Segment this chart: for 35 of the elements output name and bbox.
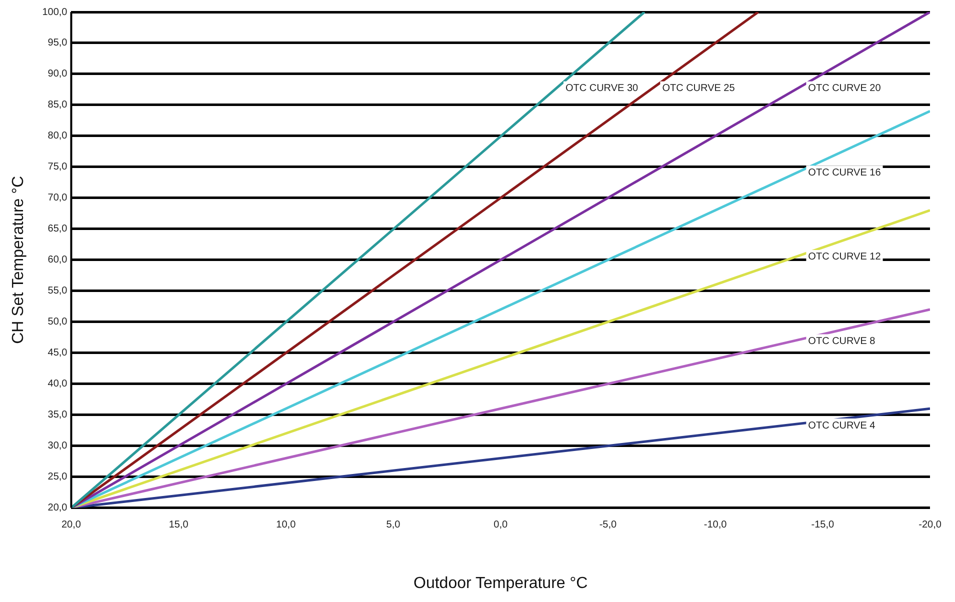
- y-tick-label: 70,0: [48, 192, 68, 204]
- series-label: OTC CURVE 25: [662, 83, 736, 94]
- series-label: OTC CURVE 16: [808, 167, 882, 178]
- x-tick-label: -15,0: [811, 520, 834, 531]
- y-tick-label: 50,0: [48, 316, 68, 328]
- y-tick-label: 60,0: [48, 254, 68, 266]
- y-tick-label: 55,0: [48, 286, 68, 297]
- y-tick-label: 20,0: [48, 502, 68, 514]
- y-tick-label: 35,0: [48, 410, 68, 421]
- x-tick-label: -5,0: [599, 520, 618, 531]
- x-tick-label: -10,0: [704, 520, 728, 531]
- y-tick-label: 40,0: [48, 378, 68, 390]
- y-tick-label: 25,0: [48, 472, 68, 483]
- x-tick-label: 0,0: [494, 520, 508, 531]
- y-tick-label: 95,0: [48, 38, 68, 49]
- y-tick-label: 65,0: [48, 224, 68, 235]
- series-label: OTC CURVE 12: [808, 252, 882, 263]
- y-tick-label: 100,0: [42, 6, 68, 18]
- x-tick-label: 5,0: [386, 520, 401, 531]
- x-tick-label: 20,0: [61, 520, 82, 531]
- series-label: OTC CURVE 30: [565, 83, 639, 94]
- y-tick-label: 80,0: [48, 130, 68, 142]
- x-axis-title: Outdoor Temperature °C: [414, 574, 588, 592]
- y-tick-label: 45,0: [48, 348, 68, 359]
- x-tick-label: 15,0: [168, 520, 189, 531]
- x-tick-label: -20,0: [918, 520, 942, 531]
- series-label: OTC CURVE 20: [808, 83, 882, 94]
- y-axis-title: CH Set Temperature °C: [10, 176, 28, 344]
- series-label: OTC CURVE 8: [808, 336, 876, 347]
- y-tick-label: 75,0: [48, 162, 68, 173]
- series-label: OTC CURVE 4: [808, 420, 876, 432]
- x-tick-label: 10,0: [276, 520, 296, 531]
- y-tick-label: 85,0: [48, 100, 68, 111]
- y-tick-label: 30,0: [48, 440, 68, 452]
- y-tick-label: 90,0: [48, 68, 68, 80]
